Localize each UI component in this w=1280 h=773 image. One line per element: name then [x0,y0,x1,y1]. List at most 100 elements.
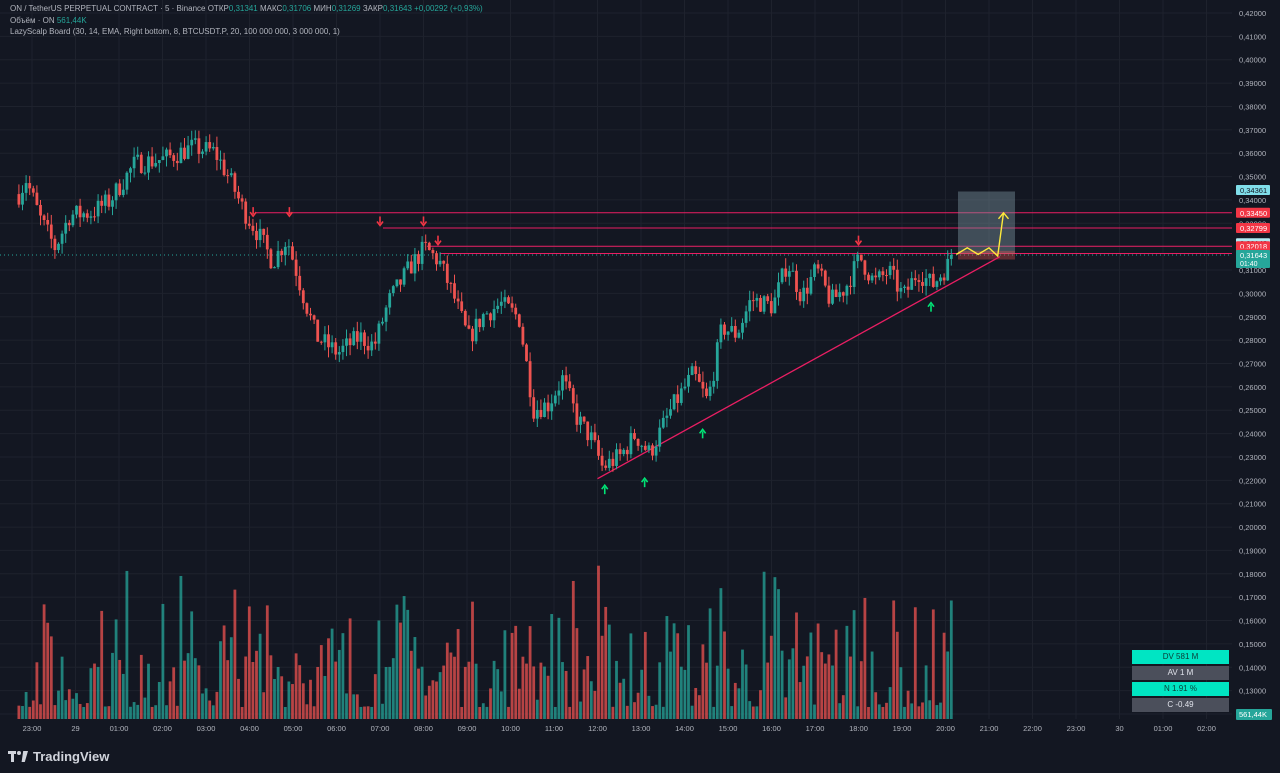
candle-body[interactable] [96,200,100,217]
candle-body[interactable] [604,465,608,468]
candle-body[interactable] [391,286,395,294]
candle-body[interactable] [71,214,75,226]
candle-body[interactable] [384,307,388,322]
candle-body[interactable] [467,325,471,329]
candle-body[interactable] [798,291,802,302]
candle-body[interactable] [100,200,104,206]
candle-body[interactable] [759,297,762,312]
candle-body[interactable] [611,458,615,466]
candle-body[interactable] [42,215,46,221]
candle-body[interactable] [316,319,320,342]
candle-body[interactable] [859,254,863,261]
candle-body[interactable] [193,138,197,140]
candle-body[interactable] [834,289,838,298]
candle-body[interactable] [737,332,741,338]
candle-body[interactable] [568,381,572,389]
candle-body[interactable] [460,301,464,311]
candle-body[interactable] [186,145,190,159]
candle-body[interactable] [935,281,939,287]
candle-body[interactable] [921,281,924,286]
candle-body[interactable] [777,282,780,298]
candle-body[interactable] [485,313,489,315]
candle-body[interactable] [769,301,773,314]
legend-volume-row[interactable]: Объём · ON 561,44K [10,15,483,27]
candle-body[interactable] [323,334,327,343]
candle-body[interactable] [744,311,748,323]
candle-body[interactable] [471,328,474,342]
candle-body[interactable] [348,338,352,346]
candle-body[interactable] [885,275,888,277]
candle-body[interactable] [262,228,266,235]
candle-body[interactable] [201,151,204,154]
candle-body[interactable] [132,156,136,169]
candle-body[interactable] [402,268,406,285]
legend-symbol-row[interactable]: ON / TetherUS PERPETUAL CONTRACT · 5 · B… [10,3,483,15]
candle-body[interactable] [121,189,125,195]
candle-body[interactable] [373,341,377,344]
candle-body[interactable] [21,192,24,205]
candle-body[interactable] [636,438,640,446]
candle-body[interactable] [647,445,651,450]
candle-body[interactable] [651,445,654,456]
candle-body[interactable] [762,296,766,312]
candle-body[interactable] [643,445,647,450]
candle-body[interactable] [175,160,179,164]
candle-body[interactable] [204,142,208,152]
candle-body[interactable] [939,277,942,282]
candle-body[interactable] [701,381,705,389]
candle-body[interactable] [913,278,917,281]
candle-body[interactable] [463,310,467,326]
candle-body[interactable] [579,416,582,425]
candle-body[interactable] [838,292,842,298]
candle-body[interactable] [640,445,644,447]
candle-body[interactable] [528,361,532,398]
candle-body[interactable] [114,183,118,201]
candle-body[interactable] [496,305,500,310]
candle-body[interactable] [208,142,212,149]
candle-body[interactable] [787,271,791,277]
candle-body[interactable] [215,147,219,160]
candle-body[interactable] [298,275,302,291]
candle-body[interactable] [841,292,845,296]
candle-body[interactable] [75,205,78,215]
candle-body[interactable] [543,402,546,417]
candle-body[interactable] [690,366,694,375]
candle-body[interactable] [150,156,154,167]
candle-body[interactable] [625,449,629,455]
candle-body[interactable] [211,147,215,149]
candle-body[interactable] [442,260,446,264]
candle-body[interactable] [805,287,809,294]
candle-body[interactable] [312,315,316,320]
candle-body[interactable] [147,156,150,173]
candle-body[interactable] [795,270,798,292]
candle-body[interactable] [399,279,402,285]
candle-body[interactable] [615,449,618,466]
candle-body[interactable] [507,297,510,304]
candle-body[interactable] [341,345,345,353]
candle-body[interactable] [39,204,42,216]
candle-body[interactable] [618,449,622,455]
indicator-label[interactable]: LazyScalp Board (30, 14, EMA, Right bott… [10,27,340,36]
candle-body[interactable] [301,290,305,304]
candle-body[interactable] [816,264,820,269]
candle-body[interactable] [928,273,932,279]
candle-body[interactable] [258,228,262,241]
candle-body[interactable] [172,155,176,161]
candle-body[interactable] [251,225,255,231]
candlestick-series[interactable] [17,130,953,472]
candle-body[interactable] [183,147,186,159]
candle-body[interactable] [863,260,867,275]
candle-body[interactable] [723,324,726,335]
target-zone[interactable] [958,191,1015,254]
candle-body[interactable] [748,300,752,312]
candle-body[interactable] [931,273,935,287]
candle-body[interactable] [247,223,251,226]
candle-body[interactable] [856,254,860,262]
candle-body[interactable] [849,285,852,287]
candle-body[interactable] [661,417,665,428]
candle-body[interactable] [539,409,543,417]
candle-body[interactable] [226,175,230,177]
candle-body[interactable] [888,265,892,276]
candle-body[interactable] [255,230,258,241]
